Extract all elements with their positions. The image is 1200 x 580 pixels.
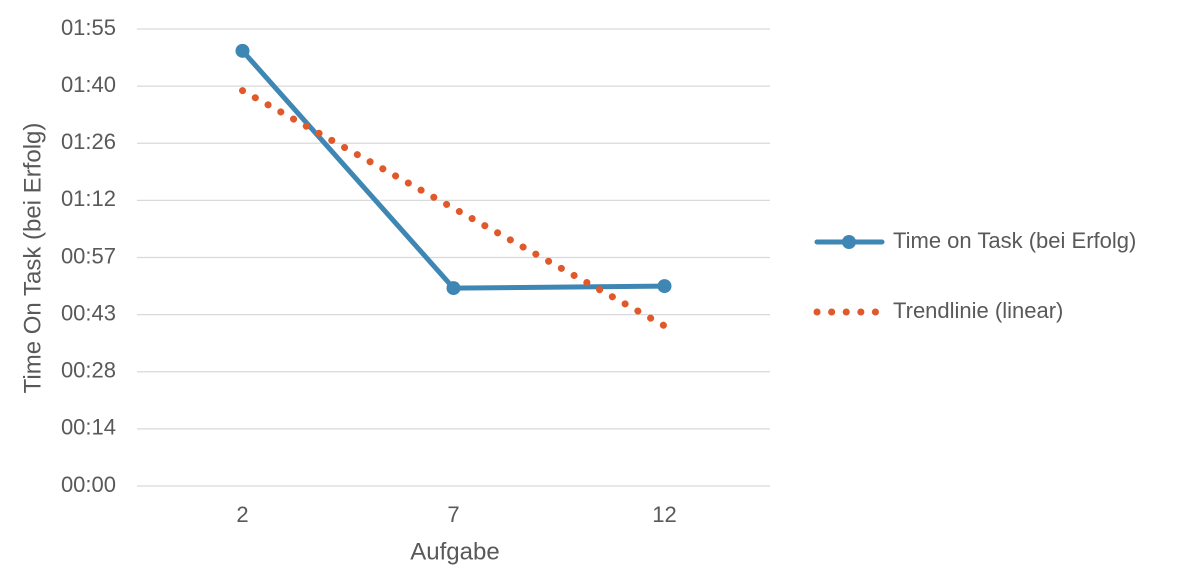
- y-tick-label: 00:57: [61, 243, 116, 268]
- y-tick-label: 00:14: [61, 415, 116, 440]
- point: [657, 279, 672, 294]
- y-tick-label: 00:43: [61, 300, 116, 325]
- legend-label: Time on Task (bei Erfolg): [893, 228, 1136, 253]
- legend-marker: [842, 235, 856, 249]
- y-tick-label: 01:12: [61, 186, 116, 211]
- point: [235, 43, 250, 58]
- x-tick-label: 7: [447, 502, 459, 527]
- x-axis-title: Aufgabe: [410, 538, 499, 565]
- y-tick-label: 01:55: [61, 15, 116, 40]
- x-tick-label: 12: [652, 502, 676, 527]
- y-tick-label: 00:00: [61, 472, 116, 497]
- y-tick-label: 01:26: [61, 129, 116, 154]
- y-axis-title: Time On Task (bei Erfolg): [19, 123, 46, 394]
- x-tick-label: 2: [236, 502, 248, 527]
- legend-label: Trendlinie (linear): [893, 298, 1063, 323]
- point: [446, 281, 461, 296]
- y-tick-label: 01:40: [61, 72, 116, 97]
- y-tick-label: 00:28: [61, 358, 116, 383]
